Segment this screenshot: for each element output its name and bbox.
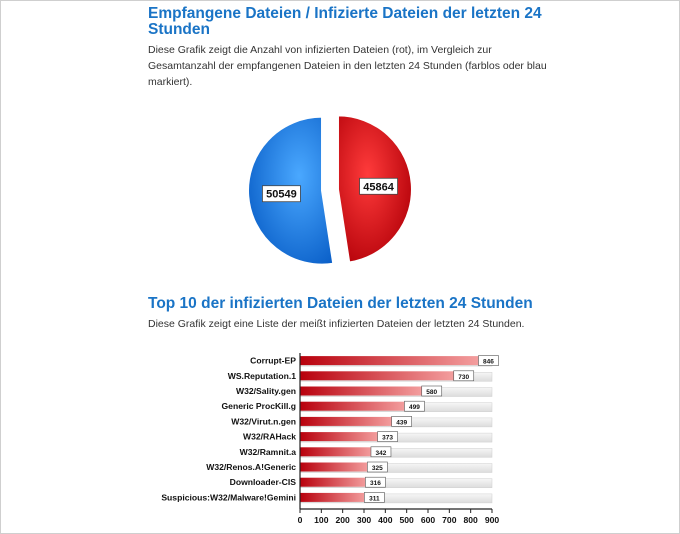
bar-value-box [478,355,499,366]
bar [300,477,368,487]
section-top10-infected: Top 10 der infizierten Dateien der letzt… [148,296,568,332]
bar-category-label: Suspicious:W32/Malware!Gemini [161,492,296,502]
bar [300,386,424,396]
bar-category-label: W32/Ramnit.a [240,447,297,457]
bar-value-label: 342 [376,450,387,457]
x-tick-label: 300 [357,515,372,525]
bar [300,416,394,426]
bar-value-box [377,431,398,442]
x-tick-label: 600 [421,515,436,525]
bar-value-box [365,476,386,488]
bar [300,492,367,502]
x-tick-label: 500 [399,515,414,525]
x-tick-label: 400 [378,515,393,525]
bar [300,462,370,472]
bar-value-label: 730 [458,374,469,381]
bar-category-label: Downloader-CIS [230,477,297,487]
pie-chart: 45864 50549 [247,114,413,266]
x-tick-label: 0 [298,515,303,525]
pie-data-label: 45864 [363,181,394,193]
bar-category-label: W32/RAHack [243,432,296,442]
bar-value-box [404,400,425,412]
bar-value-box [364,492,385,503]
bar-value-label: 373 [382,435,393,442]
bar-value-label: 325 [372,465,383,472]
bar-category-label: Generic ProcKill.g [221,401,296,411]
pie-label-box [262,185,301,203]
bar-value-box [391,416,412,427]
bar-value-label: 311 [369,495,380,502]
bar [300,432,380,442]
section2-description: Diese Grafik zeigt eine Liste der meißt … [148,318,525,330]
bar-value-label: 316 [370,480,381,487]
pie-data-label: 50549 [266,189,297,201]
bar-category-label: Corrupt-EP [250,356,296,366]
x-tick-label: 200 [335,515,350,525]
bar [300,371,456,381]
section1-description: Diese Grafik zeigt die Anzahl von infizi… [148,44,547,88]
x-tick-label: 800 [463,515,478,525]
bar [300,447,373,457]
pie-label-box [359,177,398,195]
bar-value-box [367,461,388,473]
bar-category-label: WS.Reputation.1 [228,371,296,381]
x-tick-label: 100 [314,515,329,525]
x-tick-label: 700 [442,515,457,525]
x-tick-label: 900 [485,515,500,525]
bar [300,401,407,411]
bar-value-label: 580 [426,389,437,396]
section1-title: Empfangene Dateien / Infizierte Dateien … [148,5,542,38]
bar-value-label: 439 [396,419,407,426]
section-received-vs-infected: Empfangene Dateien / Infizierte Dateien … [148,6,548,90]
bar-category-label: W32/Renos.A!Generic [206,462,296,472]
bar-value-label: 846 [483,359,494,366]
bar-category-label: W32/Sality.gen [236,386,296,396]
bar [300,356,481,366]
section2-title: Top 10 der infizierten Dateien der letzt… [148,295,533,312]
bar-value-label: 499 [409,404,420,411]
bar-chart: Corrupt-EP 846 WS.Reputation.1 730 W32/Salit… [161,353,500,525]
bar-value-box [370,446,392,458]
bar-value-box [453,370,475,382]
bar-value-box [421,385,443,397]
bar-category-label: W32/Virut.n.gen [231,416,296,426]
